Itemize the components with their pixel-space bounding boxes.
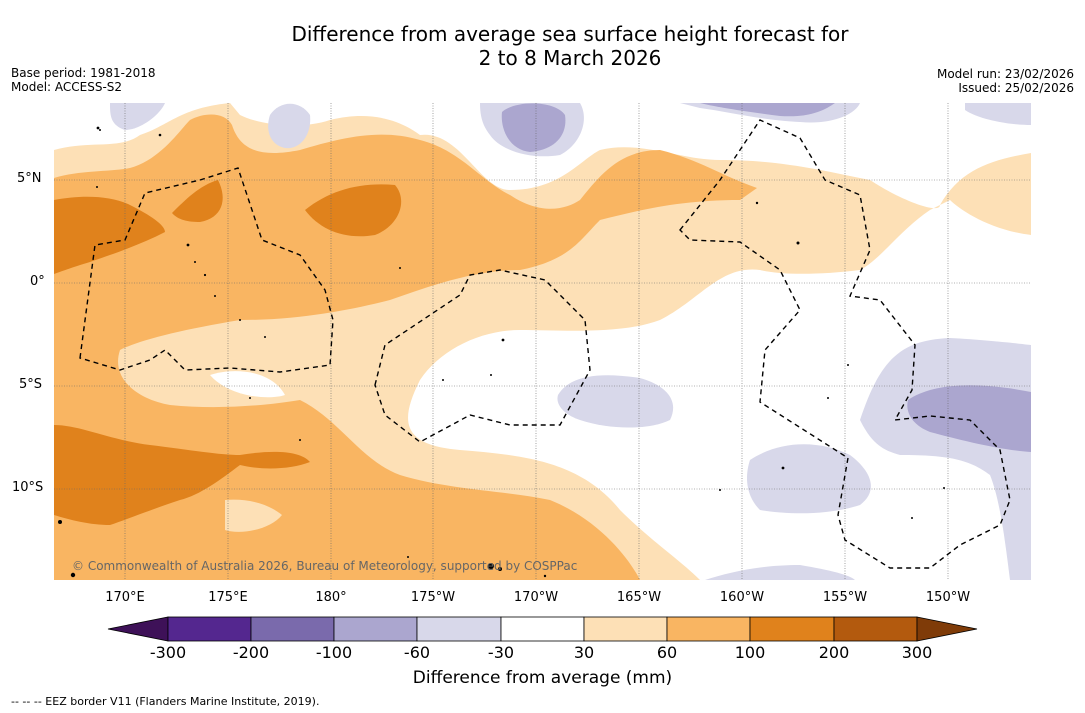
colorbar-label: Difference from average (mm) [412, 668, 673, 688]
model-name: Model: ACCESS-S2 [11, 80, 123, 94]
colorbar-segment-7 [666, 616, 751, 642]
lat-label-5n: 5°N [17, 171, 42, 186]
contour-neg-strong-se [907, 385, 1031, 452]
contour-neg-north-west [110, 103, 165, 130]
lon-label-160w: 160°W [719, 590, 765, 605]
contour-100-200-small [172, 180, 223, 222]
title-line-2: 2 to 8 March 2026 [478, 46, 662, 70]
grid-lines [54, 103, 1031, 580]
colorbar-segment-2 [250, 616, 335, 642]
colorbar-segment-5 [500, 616, 585, 642]
issued-date: Issued: 25/02/2026 [958, 81, 1074, 95]
colorbar-tick: 300 [901, 643, 933, 662]
contour-neg-north-blob [268, 103, 311, 149]
contour-100-200-central [305, 184, 402, 237]
neutral-light-pocket [225, 499, 282, 532]
contour-neg-strong-ne [700, 103, 835, 117]
colorbar-arrow-low [107, 616, 169, 642]
lon-label-175w: 175°W [410, 590, 456, 605]
copyright-notice: © Commonwealth of Australia 2026, Bureau… [72, 559, 578, 573]
contour-neg-strong-north [501, 103, 566, 152]
model-run: Model run: 23/02/2026 [936, 67, 1074, 81]
contour-neg-bottom [705, 565, 855, 580]
lon-label-150w: 150°W [925, 590, 971, 605]
lon-label-165w: 165°W [616, 590, 662, 605]
contour-neg-far-ne [965, 103, 1031, 125]
neutral-pocket [210, 371, 285, 398]
colorbar-tick: -60 [403, 643, 431, 662]
colorbar-tick: 100 [734, 643, 766, 662]
colorbar-tick: -100 [315, 643, 353, 662]
title-line-1: Difference from average sea surface heig… [291, 22, 849, 46]
lon-label-175e: 175°E [208, 590, 248, 605]
colorbar-segment-4 [416, 616, 502, 642]
contour-100-200-north [54, 196, 165, 274]
eez-borders [79, 119, 1011, 569]
colorbar [107, 616, 978, 642]
colorbar-tick: 200 [818, 643, 850, 662]
colorbar-arrow-high [916, 616, 978, 642]
lon-label-155w: 155°W [822, 590, 868, 605]
eez-footnote: -- -- -- EEZ border V11 (Flanders Marine… [11, 695, 320, 708]
contour-100-200-south [54, 425, 310, 525]
colorbar-segment-3 [333, 616, 418, 642]
colorbar-segment-8 [749, 616, 835, 642]
lat-label-10s: 10°S [12, 480, 44, 495]
meta-left: Base period: 1981-2018 Model: ACCESS-S2 [11, 66, 156, 94]
lat-label-5s: 5°S [19, 377, 43, 392]
colorbar-tick: -30 [487, 643, 515, 662]
lat-label-0: 0° [30, 274, 45, 289]
meta-right: Model run: 23/02/2026 Issued: 25/02/2026 [937, 67, 1074, 95]
map-field [54, 103, 1031, 580]
colorbar-tick: -300 [149, 643, 187, 662]
contour-neg-south [747, 444, 871, 514]
colorbar-segment-9 [833, 616, 918, 642]
base-period: Base period: 1981-2018 [11, 66, 156, 80]
contour-neg-south-central [557, 375, 674, 428]
colorbar-segment-1 [167, 616, 252, 642]
colorbar-tick: 60 [656, 643, 678, 662]
colorbar-tick: 30 [573, 643, 595, 662]
lon-label-170e: 170°E [105, 590, 145, 605]
islands [58, 126, 945, 578]
lon-label-170w: 170°W [513, 590, 559, 605]
colorbar-tick: -200 [232, 643, 270, 662]
map-title: Difference from average sea surface heig… [0, 22, 1085, 70]
lon-label-180: 180° [315, 590, 347, 605]
colorbar-segment-6 [583, 616, 668, 642]
